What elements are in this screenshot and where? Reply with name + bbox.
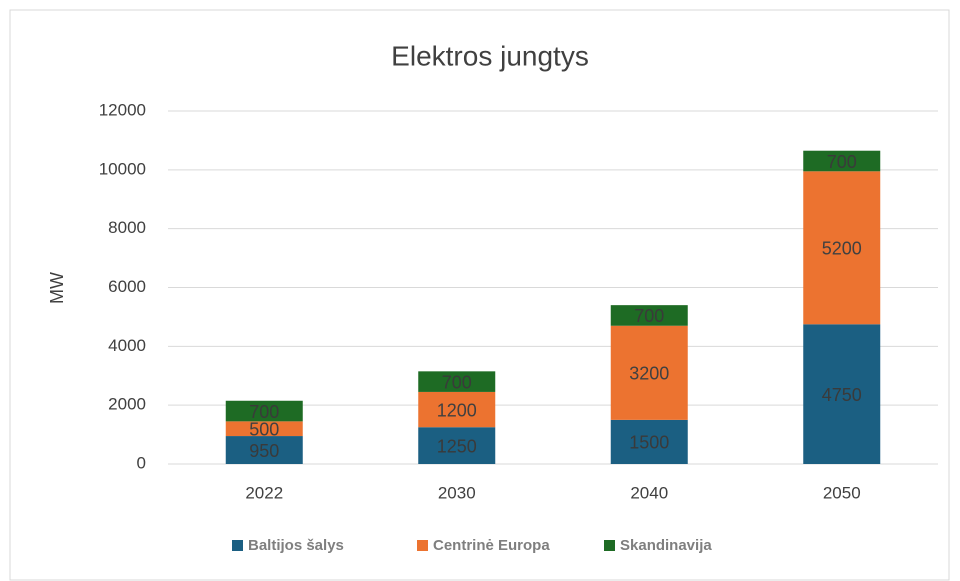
legend-swatch <box>232 540 243 551</box>
y-tick-label: 4000 <box>108 336 146 355</box>
legend-swatch <box>417 540 428 551</box>
bar-segment <box>610 419 688 464</box>
data-label: 3200 <box>629 364 669 384</box>
y-tick-label: 8000 <box>108 218 146 237</box>
legend-label: Skandinavija <box>620 537 712 554</box>
x-tick-label: 2050 <box>823 483 861 502</box>
chart-frame <box>9 9 950 581</box>
data-label: 950 <box>249 441 279 461</box>
data-label: 1200 <box>437 400 477 420</box>
bar-segment <box>418 371 496 392</box>
legend-swatch <box>604 540 615 551</box>
y-tick-label: 10000 <box>99 159 146 178</box>
y-tick-label: 0 <box>137 453 146 472</box>
legend-label: Baltijos šalys <box>248 537 344 554</box>
data-label: 1500 <box>629 433 669 453</box>
bar-segment <box>418 391 496 428</box>
x-tick-label: 2040 <box>630 483 668 502</box>
data-label: 700 <box>249 402 279 422</box>
y-tick-label: 2000 <box>108 395 146 414</box>
data-label: 4750 <box>822 385 862 405</box>
bar-segment <box>610 305 688 326</box>
bar-segment <box>803 150 881 172</box>
bar-segment <box>225 400 303 422</box>
bar-segment <box>803 171 881 325</box>
chart-title: Elektros jungtys <box>391 40 589 71</box>
bar-segment <box>225 421 303 437</box>
x-tick-label: 2022 <box>245 483 283 502</box>
data-label: 5200 <box>822 239 862 259</box>
y-tick-label: 6000 <box>108 277 146 296</box>
bar-segment <box>418 427 496 464</box>
data-label: 1250 <box>437 436 477 456</box>
data-label: 700 <box>827 152 857 172</box>
y-tick-label: 12000 <box>99 100 146 119</box>
data-label: 700 <box>634 306 664 326</box>
y-axis-label: MW <box>47 272 67 304</box>
bar-segment <box>803 324 881 464</box>
bar-segment <box>225 436 303 464</box>
data-label: 500 <box>249 419 279 439</box>
legend-label: Centrinė Europa <box>433 537 550 554</box>
x-tick-label: 2030 <box>438 483 476 502</box>
data-label: 700 <box>442 372 472 392</box>
bar-segment <box>610 325 688 420</box>
